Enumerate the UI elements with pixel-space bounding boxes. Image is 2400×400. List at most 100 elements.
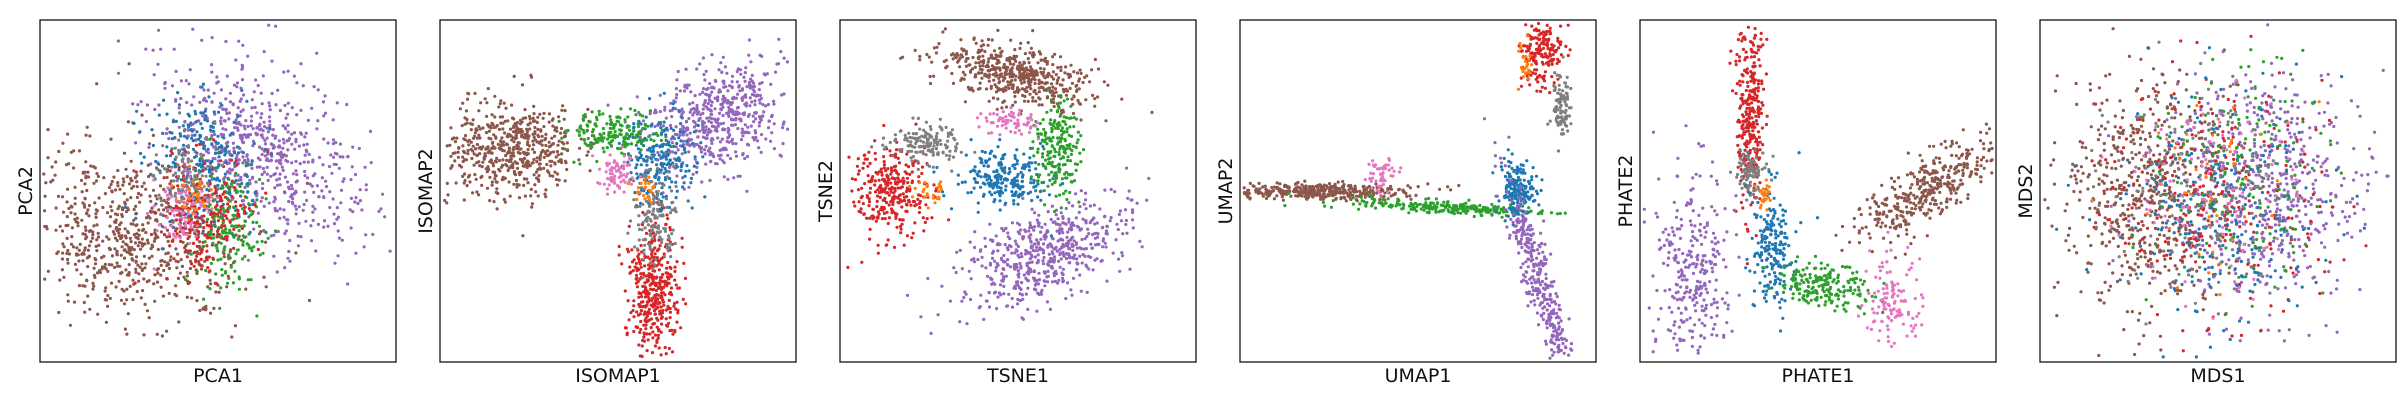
scatter-point — [295, 173, 299, 177]
scatter-point — [193, 215, 197, 219]
scatter-point — [665, 266, 669, 270]
scatter-point — [358, 188, 362, 192]
scatter-point — [296, 244, 300, 248]
scatter-point — [245, 162, 249, 166]
scatter-point — [1079, 71, 1083, 75]
scatter-point — [973, 65, 977, 69]
scatter-point — [559, 131, 563, 135]
scatter-point — [261, 251, 265, 255]
scatter-point — [196, 221, 200, 225]
scatter-point — [305, 150, 309, 154]
scatter-point — [259, 199, 263, 203]
scatter-point — [469, 147, 473, 152]
scatter-point — [981, 64, 985, 68]
scatter-point — [203, 118, 207, 122]
scatter-point — [324, 184, 329, 189]
scatter-point — [91, 233, 95, 237]
scatter-point — [645, 216, 649, 221]
scatter-point — [223, 147, 227, 151]
scatter-point — [87, 255, 91, 259]
scatter-point — [244, 119, 248, 123]
scatter-point — [283, 191, 287, 195]
scatter-point — [634, 113, 638, 117]
scatter-point — [92, 266, 96, 270]
scatter-point — [667, 205, 672, 210]
scatter-point — [653, 124, 657, 129]
scatter-point — [1022, 67, 1026, 71]
scatter-point — [260, 239, 264, 244]
scatter-point — [710, 53, 714, 57]
scatter-point — [678, 109, 682, 113]
scatter-point — [474, 177, 478, 181]
scatter-point — [963, 100, 968, 104]
scatter-point — [613, 181, 617, 185]
scatter-point — [132, 233, 136, 237]
scatter-point — [732, 176, 736, 180]
scatter-point — [168, 219, 172, 224]
scatter-point — [691, 101, 695, 105]
scatter-point — [653, 239, 657, 243]
scatter-point — [648, 146, 652, 150]
scatter-point — [634, 261, 639, 265]
scatter-point — [1078, 68, 1082, 72]
scatter-point — [249, 278, 253, 282]
scatter-point — [197, 232, 201, 236]
scatter-point — [1040, 85, 1044, 89]
scatter-point — [82, 300, 86, 305]
scatter-point — [721, 121, 726, 125]
scatter-point — [312, 190, 316, 194]
scatter-point — [1021, 93, 1025, 98]
scatter-point — [202, 226, 206, 230]
scatter-point — [514, 178, 519, 183]
scatter-point — [163, 82, 167, 86]
scatter-point — [176, 260, 180, 264]
scatter-point — [623, 118, 627, 122]
scatter-point — [275, 178, 279, 182]
scatter-point — [942, 59, 946, 64]
scatter-point — [638, 330, 642, 334]
scatter-point — [958, 65, 962, 69]
scatter-point — [676, 311, 680, 315]
scatter-point — [979, 293, 983, 297]
scatter-point — [251, 198, 255, 202]
scatter-point — [1125, 231, 1129, 235]
scatter-point — [704, 162, 708, 166]
scatter-point — [198, 240, 202, 244]
scatter-point — [678, 89, 682, 93]
scatter-point — [316, 119, 320, 123]
scatter-point — [665, 213, 669, 217]
scatter-point — [760, 115, 764, 119]
scatter-point — [703, 148, 707, 152]
scatter-point — [214, 290, 218, 294]
scatter-point — [773, 70, 778, 74]
scatter-point — [722, 175, 726, 179]
scatter-point — [134, 223, 138, 228]
scatter-point — [645, 319, 649, 324]
scatter-point — [717, 111, 722, 115]
scatter-point — [647, 291, 651, 296]
scatter-point — [83, 197, 87, 201]
scatter-point — [711, 138, 715, 142]
scatter-point — [779, 154, 783, 158]
scatter-point — [88, 307, 92, 311]
scatter-point — [192, 264, 196, 268]
scatter-point — [276, 88, 280, 92]
scatter-point — [530, 161, 534, 165]
scatter-point — [120, 245, 124, 249]
scatter-point — [200, 85, 204, 89]
scatter-point — [740, 98, 745, 102]
scatter-point — [155, 332, 159, 336]
scatter-point — [218, 179, 222, 183]
scatter-point — [191, 27, 195, 31]
scatter-point — [668, 316, 672, 320]
scatter-point — [141, 228, 145, 232]
scatter-point — [671, 102, 675, 106]
scatter-point — [75, 268, 79, 272]
scatter-point — [637, 238, 641, 242]
scatter-point — [499, 144, 503, 148]
scatter-point — [212, 110, 216, 114]
scatter-point — [156, 267, 160, 271]
scatter-point — [312, 85, 316, 89]
scatter-point — [322, 114, 326, 118]
scatter-point — [241, 155, 245, 159]
